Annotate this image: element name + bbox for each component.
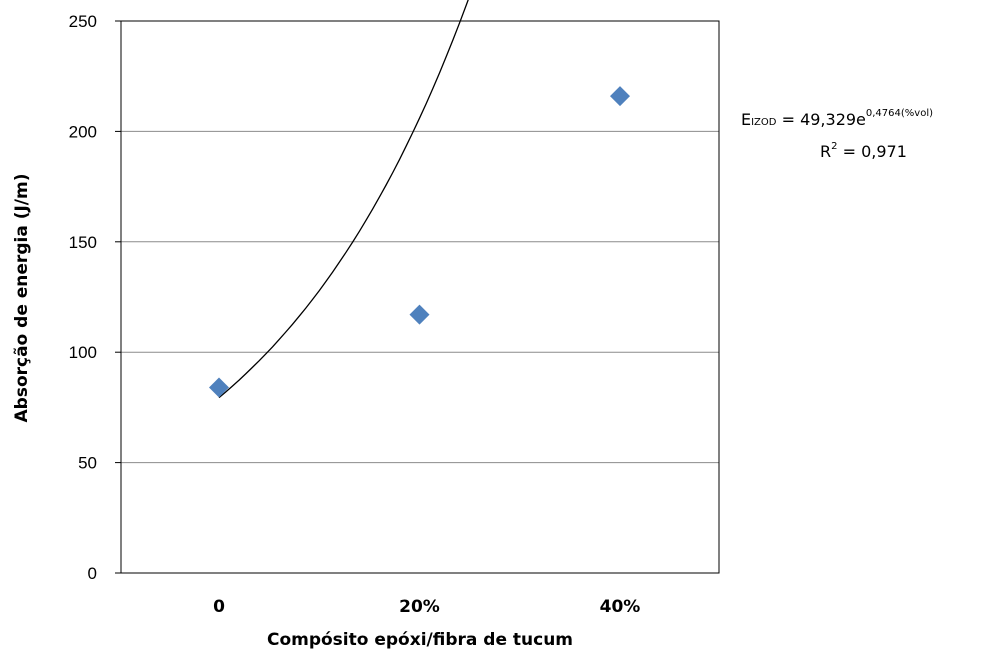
y-tick-label: 250 [69, 12, 97, 31]
y-tick-label: 50 [78, 454, 97, 473]
plot-area-frame [120, 20, 720, 574]
data-point [610, 86, 630, 107]
x-axis-ticks: 0 20% 40% [213, 597, 640, 617]
r-squared: R2 = 0,971 [820, 141, 907, 161]
r-squared-label: R [820, 142, 831, 161]
y-tick-label: 0 [88, 564, 97, 583]
trendline-equation: EIZOD = 49,329e0,4764(%vol) [741, 108, 933, 129]
y-tick-label: 200 [69, 122, 97, 141]
y-axis-title: Absorção de energia (J/m) [12, 174, 32, 423]
r-squared-power: 2 [831, 141, 837, 152]
x-axis-title: Compósito epóxi/fibra de tucum [267, 630, 573, 650]
data-point [409, 304, 430, 325]
y-tick-label: 100 [69, 343, 97, 362]
trendline [218, 0, 469, 399]
equation-main: = 49,329e [776, 110, 865, 129]
x-tick-label: 0 [213, 597, 225, 617]
x-tick-label: 40% [600, 597, 641, 617]
equation-subscript: IZOD [751, 117, 777, 128]
y-axis-ticks: 0 50 100 150 200 250 [69, 12, 121, 583]
equation-exponent: 0,4764(%vol) [866, 108, 933, 119]
x-tick-label: 20% [399, 597, 440, 617]
y-tick-label: 150 [69, 233, 97, 252]
data-points [209, 86, 630, 398]
equation-prefix: E [741, 110, 751, 129]
gridlines [121, 130, 719, 464]
r-squared-value: = 0,971 [838, 142, 907, 161]
data-point [209, 377, 229, 398]
